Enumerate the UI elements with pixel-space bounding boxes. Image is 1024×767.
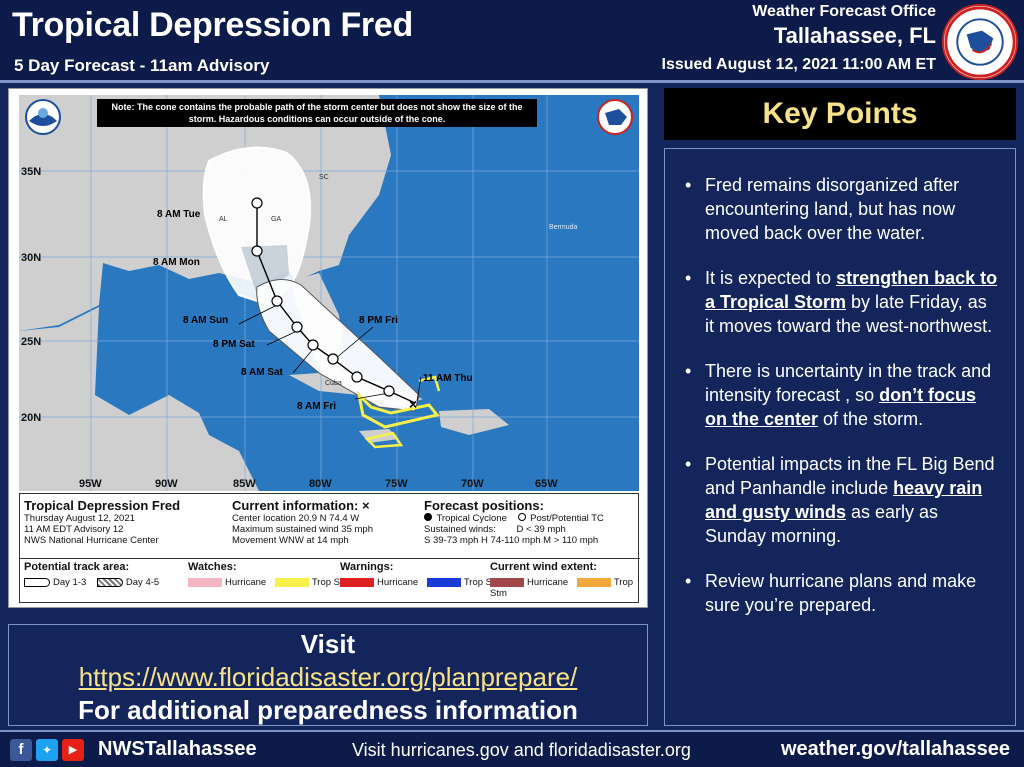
legend-post-tc: Post/Potential TC xyxy=(530,513,604,524)
legend-wind-tropstm: Trop Stm xyxy=(490,577,634,599)
legend-max-wind: Maximum sustained wind 35 mph xyxy=(232,524,373,535)
visit-panel: Visit https://www.floridadisaster.org/pl… xyxy=(8,624,648,726)
svg-text:×: × xyxy=(409,396,417,412)
lat-label-25: 25N xyxy=(21,336,41,348)
lon-label-65: 65W xyxy=(535,478,558,490)
lon-label-75: 75W xyxy=(385,478,408,490)
legend-day13: Day 1-3 xyxy=(53,577,87,588)
lon-label-80: 80W xyxy=(309,478,332,490)
lon-label-85: 85W xyxy=(233,478,256,490)
page-title: Tropical Depression Fred xyxy=(12,6,413,44)
legend-warnings-heading: Warnings: xyxy=(340,561,394,573)
place-bermuda: Bermuda xyxy=(549,224,578,231)
key-points-panel: Fred remains disorganized after encounte… xyxy=(664,148,1016,726)
day13-swatch xyxy=(24,577,50,587)
cone-note: Note: The cone contains the probable pat… xyxy=(111,102,523,124)
trop-stm-wind-swatch xyxy=(576,577,611,587)
legend-advisory: 11 AM EDT Advisory 12 xyxy=(24,524,124,535)
issued-time: Issued August 12, 2021 11:00 AM ET xyxy=(661,56,936,73)
header-bar: Tropical Depression Fred 5 Day Forecast … xyxy=(0,0,1024,83)
day45-swatch xyxy=(96,577,123,587)
map-legend: Tropical Depression Fred Thursday August… xyxy=(19,493,640,603)
lat-label-35: 35N xyxy=(21,166,41,178)
lon-label-70: 70W xyxy=(461,478,484,490)
point-label-fri-pm: 8 PM Fri xyxy=(359,315,398,326)
twitter-icon[interactable]: ✦ xyxy=(36,739,58,761)
social-handle: NWSTallahassee xyxy=(98,738,257,760)
point-label-mon: 8 AM Mon xyxy=(153,257,200,268)
place-ga: GA xyxy=(271,216,281,223)
key-point: Potential impacts in the FL Big Bend and… xyxy=(683,452,999,548)
youtube-icon[interactable]: ▶ xyxy=(62,739,84,761)
trop-stm-warning-swatch xyxy=(426,577,461,587)
place-al: AL xyxy=(219,216,228,223)
nws-logo xyxy=(942,4,1018,80)
legend-row-2: Potential track area: Day 1-3 Day 4-5 Wa… xyxy=(20,558,640,602)
key-point: Fred remains disorganized after encounte… xyxy=(683,173,999,245)
key-point: It is expected to strengthen back to a T… xyxy=(683,266,999,338)
footer-website[interactable]: weather.gov/tallahassee xyxy=(780,738,1010,760)
legend-track-heading: Potential track area: xyxy=(24,561,130,573)
lon-label-90: 90W xyxy=(155,478,178,490)
legend-location: Center location 20.9 N 74.4 W xyxy=(232,513,360,524)
office-line-1: Weather Forecast Office xyxy=(752,3,936,20)
point-label-sat-am: 8 AM Sat xyxy=(241,367,284,378)
footer-visit-text: Visit hurricanes.gov and floridadisaster… xyxy=(352,740,691,760)
point-label-sat-pm: 8 PM Sat xyxy=(213,339,255,350)
hurricane-warning-swatch xyxy=(340,577,374,587)
place-sc: SC xyxy=(319,174,329,181)
tropical-cyclone-icon xyxy=(424,513,432,521)
point-label-thu: 11 AM Thu xyxy=(423,373,473,384)
forecast-cone-map: 8 AM Tue 8 AM Mon 8 AM Sun 8 PM Sat 8 AM… xyxy=(8,88,648,608)
key-points-list: Fred remains disorganized after encounte… xyxy=(665,149,1015,617)
visit-heading: Visit xyxy=(300,629,356,659)
legend-tc: Tropical Cyclone xyxy=(436,513,507,524)
facebook-icon[interactable]: f xyxy=(10,739,32,761)
social-icons: f ✦ ▶ xyxy=(10,739,84,761)
legend-forecast-heading: Forecast positions: xyxy=(424,498,544,513)
footer-bar: f ✦ ▶ NWSTallahassee Visit hurricanes.go… xyxy=(0,730,1024,767)
legend-center: NWS National Hurricane Center xyxy=(24,535,159,546)
point-label-fri-am: 8 AM Fri xyxy=(297,401,336,412)
lon-label-95: 95W xyxy=(79,478,102,490)
legend-current-heading: Current information: × xyxy=(232,498,370,513)
hurricane-watch-swatch xyxy=(188,577,222,587)
office-line-2: Tallahassee, FL xyxy=(773,23,936,48)
legend-day45: Day 4-5 xyxy=(125,577,160,588)
legend-scale: S 39-73 mph H 74-110 mph M > 110 mph xyxy=(424,535,599,546)
office-name: Weather Forecast Office Tallahassee, FL xyxy=(752,2,936,50)
preparedness-link[interactable]: https://www.floridadisaster.org/planprep… xyxy=(78,662,578,692)
key-point: Review hurricane plans and make sure you… xyxy=(683,569,999,617)
legend-watches-heading: Watches: xyxy=(188,561,237,573)
post-tc-icon xyxy=(517,513,526,521)
legend-sustained: Sustained winds: xyxy=(424,524,496,535)
legend-wind-heading: Current wind extent: xyxy=(490,561,597,573)
point-label-tue: 8 AM Tue xyxy=(157,209,201,220)
nws-map-logo xyxy=(597,99,633,135)
cone-map-graphic: 8 AM Tue 8 AM Mon 8 AM Sun 8 PM Sat 8 AM… xyxy=(19,95,639,491)
lat-label-20: 20N xyxy=(21,412,41,424)
legend-date: Thursday August 12, 2021 xyxy=(24,513,135,524)
trop-stm-watch-swatch xyxy=(274,577,309,587)
legend-warn-tropstm: Trop Stm xyxy=(463,577,503,588)
legend-warn-hurricane: Hurricane xyxy=(377,577,419,588)
hurricane-wind-swatch xyxy=(490,577,524,587)
legend-d: D < 39 mph xyxy=(516,524,566,535)
legend-wind-hurricane: Hurricane xyxy=(527,577,569,588)
legend-storm-name: Tropical Depression Fred xyxy=(24,498,181,513)
key-point: There is uncertainty in the track and in… xyxy=(683,359,999,431)
point-label-sun: 8 AM Sun xyxy=(183,315,228,326)
header-divider xyxy=(0,80,1024,83)
noaa-logo xyxy=(25,99,61,135)
place-cuba: Cuba xyxy=(325,380,342,387)
page-subtitle: 5 Day Forecast - 11am Advisory xyxy=(14,56,270,75)
visit-subtext: For additional preparedness information xyxy=(78,695,578,725)
legend-watch-tropstm: Trop Stm xyxy=(311,577,351,588)
legend-watch-hurricane: Hurricane xyxy=(225,577,267,588)
key-points-title: Key Points xyxy=(664,88,1016,140)
lat-label-30: 30N xyxy=(21,252,41,264)
legend-movement: Movement WNW at 14 mph xyxy=(232,535,349,546)
